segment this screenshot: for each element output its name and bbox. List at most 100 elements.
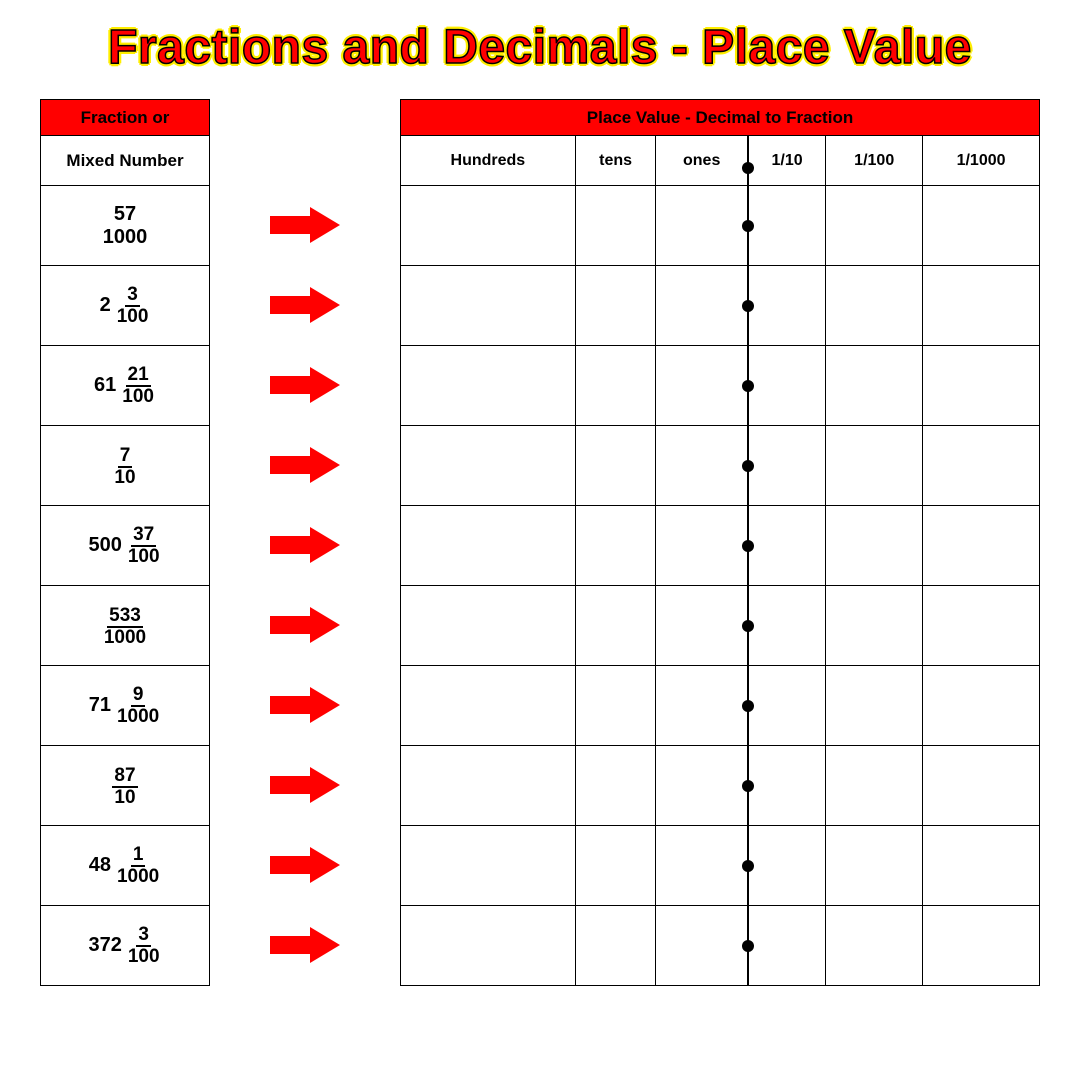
arrow-icon <box>270 447 340 483</box>
fraction-part: 3 100 <box>115 285 151 327</box>
place-value-cell <box>656 506 748 586</box>
place-value-cell <box>656 426 748 506</box>
table-row <box>401 906 1040 986</box>
denominator: 100 <box>120 387 156 407</box>
fraction-part: 57 1000 <box>103 203 148 249</box>
fraction-part: 3 100 <box>126 925 162 967</box>
place-value-cell <box>923 906 1040 986</box>
place-value-cell <box>826 186 923 266</box>
decimal-point-icon <box>742 540 754 552</box>
decimal-point-icon <box>742 940 754 952</box>
fraction-part: 1 1000 <box>115 845 161 887</box>
fraction-cell: 57 1000 <box>41 186 210 266</box>
column-header: tens <box>575 136 656 186</box>
place-value-cell <box>575 266 656 346</box>
place-value-cell <box>748 666 826 746</box>
place-value-cell <box>656 906 748 986</box>
arrow-row <box>210 185 400 265</box>
place-value-cell <box>401 746 576 826</box>
fraction-cell: 372 3 100 <box>41 906 210 986</box>
fraction-cell: 48 1 1000 <box>41 826 210 906</box>
place-value-table: Place Value - Decimal to Fraction Hundre… <box>400 99 1040 986</box>
denominator: 1000 <box>115 707 161 727</box>
place-value-cell <box>826 426 923 506</box>
place-value-cell <box>923 506 1040 586</box>
denominator: 1000 <box>103 226 148 249</box>
arrow-row <box>210 505 400 585</box>
place-value-cell <box>748 506 826 586</box>
fraction-cell: 2 3 100 <box>41 266 210 346</box>
place-value-cell <box>826 586 923 666</box>
arrow-icon <box>270 847 340 883</box>
whole-part: 500 <box>88 534 121 557</box>
place-value-cell <box>401 906 576 986</box>
table-row <box>401 746 1040 826</box>
place-value-cell <box>826 346 923 426</box>
denominator: 10 <box>112 468 137 488</box>
arrow-row <box>210 905 400 985</box>
table-row <box>401 826 1040 906</box>
place-value-cell <box>401 426 576 506</box>
place-value-cell <box>401 506 576 586</box>
column-header: ones <box>656 136 748 186</box>
place-value-cell <box>401 186 576 266</box>
table-row <box>401 506 1040 586</box>
arrow-column <box>210 99 400 985</box>
whole-part: 48 <box>89 854 111 877</box>
fraction-part: 9 1000 <box>115 685 161 727</box>
numerator: 533 <box>107 606 143 628</box>
numerator: 9 <box>131 685 146 707</box>
right-header: Place Value - Decimal to Fraction <box>401 100 1040 136</box>
arrow-icon <box>270 927 340 963</box>
decimal-point-icon <box>742 380 754 392</box>
fraction-part: 37 100 <box>126 525 162 567</box>
arrow-row <box>210 665 400 745</box>
numerator: 1 <box>131 845 146 867</box>
decimal-point-icon <box>742 220 754 232</box>
place-value-cell <box>575 186 656 266</box>
numerator: 37 <box>131 525 156 547</box>
place-value-cell <box>748 186 826 266</box>
place-value-cell <box>748 266 826 346</box>
arrow-row <box>210 425 400 505</box>
place-value-cell <box>401 826 576 906</box>
arrow-icon <box>270 767 340 803</box>
fraction-cell: 71 9 1000 <box>41 666 210 746</box>
place-value-cell <box>923 346 1040 426</box>
place-value-cell <box>575 906 656 986</box>
fraction-part: 87 10 <box>112 766 137 808</box>
decimal-point-icon <box>742 860 754 872</box>
fraction-table: Fraction or Mixed Number 57 1000 2 3 100… <box>40 99 210 986</box>
numerator: 57 <box>114 203 136 226</box>
place-value-cell <box>923 266 1040 346</box>
numerator: 3 <box>125 285 140 307</box>
arrow-icon <box>270 207 340 243</box>
place-value-cell <box>748 586 826 666</box>
place-value-cell <box>575 746 656 826</box>
decimal-point-icon <box>742 620 754 632</box>
numerator: 21 <box>126 365 151 387</box>
decimal-point-icon <box>742 300 754 312</box>
decimal-point-icon <box>742 460 754 472</box>
place-value-cell <box>575 586 656 666</box>
place-value-cell <box>656 266 748 346</box>
fraction-part: 533 1000 <box>102 606 148 648</box>
place-value-cell <box>656 666 748 746</box>
place-value-cell <box>748 346 826 426</box>
place-value-cell <box>923 426 1040 506</box>
decimal-point-icon <box>742 700 754 712</box>
place-value-cell <box>401 586 576 666</box>
arrow-icon <box>270 687 340 723</box>
denominator: 100 <box>126 547 162 567</box>
place-value-cell <box>826 906 923 986</box>
place-value-cell <box>748 426 826 506</box>
place-value-cell <box>923 746 1040 826</box>
whole-part: 2 <box>100 294 111 317</box>
worksheet-content: Fraction or Mixed Number 57 1000 2 3 100… <box>40 99 1040 986</box>
place-value-cell <box>923 666 1040 746</box>
arrow-icon <box>270 287 340 323</box>
place-value-cell <box>923 586 1040 666</box>
denominator: 10 <box>112 788 137 808</box>
place-value-cell <box>923 826 1040 906</box>
place-value-cell <box>826 746 923 826</box>
